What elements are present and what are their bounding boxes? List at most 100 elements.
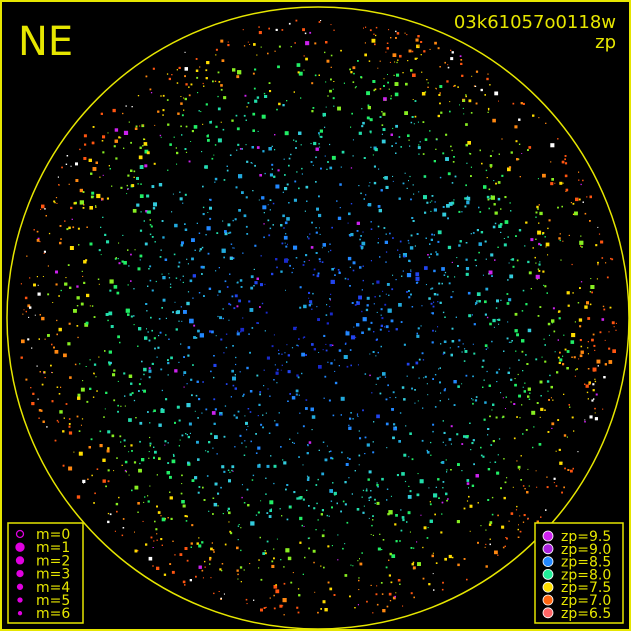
star-point bbox=[448, 554, 452, 559]
star-point bbox=[41, 204, 45, 209]
star-point bbox=[98, 249, 101, 252]
star-point bbox=[435, 87, 437, 89]
star-point bbox=[41, 316, 45, 321]
star-point bbox=[84, 143, 87, 146]
star-point bbox=[229, 256, 233, 260]
star-point bbox=[236, 149, 238, 151]
star-point bbox=[149, 279, 152, 282]
star-point bbox=[591, 291, 593, 294]
star-point bbox=[402, 182, 405, 185]
star-point bbox=[317, 611, 319, 614]
star-point bbox=[176, 69, 178, 71]
star-point bbox=[610, 257, 612, 260]
star-point bbox=[143, 138, 145, 141]
star-point bbox=[157, 346, 160, 349]
star-point bbox=[444, 271, 447, 274]
star-point bbox=[377, 351, 379, 354]
star-point bbox=[519, 515, 521, 517]
star-point bbox=[207, 450, 209, 453]
star-point bbox=[475, 302, 478, 305]
star-point bbox=[151, 289, 154, 292]
star-point bbox=[412, 73, 416, 77]
star-point bbox=[252, 474, 255, 477]
star-point bbox=[221, 465, 225, 469]
star-point bbox=[116, 510, 118, 513]
star-point bbox=[375, 26, 378, 29]
star-point bbox=[384, 376, 387, 378]
star-point bbox=[386, 605, 389, 608]
star-point bbox=[141, 124, 145, 128]
star-point bbox=[527, 395, 530, 398]
star-point bbox=[310, 161, 313, 163]
star-point bbox=[425, 284, 427, 286]
star-point bbox=[223, 179, 226, 181]
star-point bbox=[519, 176, 521, 178]
star-point bbox=[615, 322, 617, 324]
star-point bbox=[122, 234, 124, 236]
star-point bbox=[248, 333, 250, 335]
star-point bbox=[466, 201, 470, 205]
star-point bbox=[429, 503, 432, 506]
star-point bbox=[276, 382, 278, 384]
star-point bbox=[464, 350, 468, 353]
star-point bbox=[235, 416, 238, 419]
star-point bbox=[266, 512, 269, 514]
star-point bbox=[160, 95, 162, 97]
star-point bbox=[461, 383, 463, 385]
star-point bbox=[261, 196, 265, 200]
star-point bbox=[227, 44, 230, 47]
star-point bbox=[592, 367, 597, 372]
star-point bbox=[331, 155, 336, 160]
star-point bbox=[20, 356, 23, 359]
star-point bbox=[108, 350, 112, 354]
star-point bbox=[219, 316, 222, 320]
star-point bbox=[486, 370, 488, 373]
star-point bbox=[160, 368, 163, 371]
star-point bbox=[387, 81, 389, 84]
star-point bbox=[352, 565, 354, 567]
star-point bbox=[445, 444, 447, 446]
star-point bbox=[272, 224, 274, 226]
star-point bbox=[291, 396, 296, 400]
star-point bbox=[60, 238, 62, 240]
star-point bbox=[330, 490, 333, 493]
star-point bbox=[338, 271, 340, 273]
star-point bbox=[558, 448, 561, 451]
star-point bbox=[213, 363, 217, 367]
star-point bbox=[343, 355, 348, 359]
star-point bbox=[430, 288, 432, 290]
star-point bbox=[369, 29, 372, 32]
star-point bbox=[490, 253, 494, 257]
star-point bbox=[197, 92, 199, 94]
star-point bbox=[127, 313, 130, 316]
star-point bbox=[144, 149, 149, 154]
star-point bbox=[549, 374, 551, 377]
star-point bbox=[62, 464, 65, 467]
star-point bbox=[305, 399, 308, 401]
star-point bbox=[137, 267, 141, 271]
star-point bbox=[358, 131, 362, 135]
star-point bbox=[79, 148, 81, 151]
star-point bbox=[172, 540, 174, 542]
star-point bbox=[239, 371, 241, 373]
star-point bbox=[117, 410, 119, 413]
star-point bbox=[521, 339, 525, 343]
star-point bbox=[330, 362, 333, 365]
star-point bbox=[187, 291, 190, 293]
star-point bbox=[77, 336, 79, 339]
color-legend-label: zp=6.5 bbox=[561, 606, 611, 622]
star-point bbox=[241, 148, 243, 150]
star-point bbox=[502, 415, 505, 418]
star-point bbox=[416, 332, 418, 335]
star-point bbox=[431, 554, 434, 558]
star-point bbox=[578, 198, 581, 201]
star-point bbox=[372, 441, 374, 443]
star-point bbox=[169, 286, 172, 288]
star-point bbox=[259, 536, 261, 539]
star-point bbox=[236, 332, 240, 336]
star-point bbox=[298, 456, 300, 458]
star-point bbox=[538, 204, 540, 206]
star-point bbox=[527, 468, 529, 470]
star-point bbox=[350, 233, 354, 237]
star-point bbox=[305, 41, 310, 46]
